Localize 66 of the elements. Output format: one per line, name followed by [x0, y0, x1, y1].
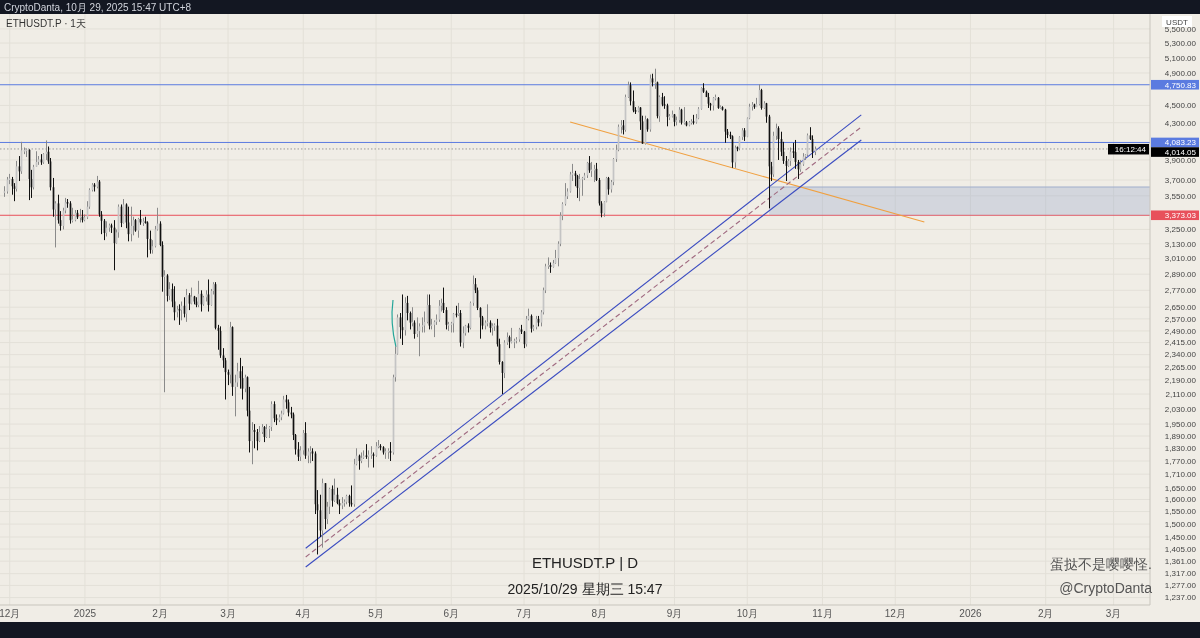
x-tick-label: 11月: [812, 608, 833, 619]
x-tick-label: 10月: [736, 608, 758, 619]
annotation: 2025/10/29 星期三 15:47: [507, 581, 663, 597]
x-tick-label: 2月: [152, 608, 168, 619]
annotation: @CryptoDanta: [1059, 580, 1153, 596]
y-tick-label: 5,300.00: [1164, 38, 1197, 48]
y-tick-label: 1,500.00: [1164, 519, 1197, 529]
y-tick-label: 5,500.00: [1164, 24, 1197, 34]
x-tick-label: 6月: [443, 608, 460, 619]
y-tick-label: 3,250.00: [1164, 225, 1197, 235]
x-tick-label: 9月: [666, 608, 683, 619]
y-tick-label: 1,650.00: [1164, 483, 1197, 493]
text: CryptoDanta, 10月 29, 2025 15:47 UTC+8: [4, 2, 192, 13]
y-tick-label: 2,030.00: [1164, 404, 1197, 414]
y-tick-label: 3,010.00: [1164, 254, 1197, 264]
y-tick-label: 4,900.00: [1164, 68, 1197, 78]
ref-line-label: 4,750.83: [1164, 80, 1197, 90]
y-tick-label: 1,277.00: [1164, 581, 1197, 591]
y-tick-label: 1,550.00: [1164, 507, 1197, 517]
y-tick-label: 2,570.00: [1164, 314, 1197, 324]
ref-line-label: 3,373.03: [1164, 211, 1197, 221]
y-tick-label: 3,900.00: [1164, 155, 1197, 165]
y-tick-label: 2,110.00: [1165, 389, 1197, 399]
y-tick-label: 1,950.00: [1164, 419, 1197, 429]
x-tick-label: 3月: [220, 608, 236, 619]
y-tick-label: 2,890.00: [1164, 269, 1197, 279]
annotation: 16:12:44: [1114, 144, 1147, 154]
y-tick-label: 5,100.00: [1164, 53, 1197, 63]
x-tick-label: 7月: [516, 608, 532, 619]
x-tick-label: 3月: [1105, 608, 1122, 619]
x-tick-label: 12月: [884, 608, 906, 619]
y-tick-label: 1,600.00: [1164, 495, 1197, 505]
y-tick-label: 2,190.00: [1164, 375, 1197, 385]
x-tick-label: 5月: [368, 608, 384, 619]
x-tick-label: 4月: [295, 608, 312, 619]
y-tick-label: 2,650.00: [1164, 303, 1197, 312]
y-tick-label: 4,500.00: [1164, 101, 1197, 111]
y-tick-label: 2,490.00: [1164, 326, 1197, 336]
y-tick-label: 2,265.00: [1164, 362, 1197, 372]
annotation: ETHUSDT.P · 1天: [6, 18, 86, 29]
y-tick-label: 3,130.00: [1164, 239, 1197, 249]
y-tick-label: 3,550.00: [1164, 191, 1197, 201]
y-tick-label: 1,890.00: [1164, 431, 1197, 441]
y-tick-label: 1,830.00: [1164, 444, 1197, 454]
y-tick-label: 1,361.00: [1164, 556, 1197, 566]
y-axis-title: USDT: [1166, 17, 1188, 27]
y-tick-label: 4,300.00: [1164, 118, 1197, 128]
y-tick-label: 3,700.00: [1164, 175, 1197, 185]
ref-line-label: 4,083.23: [1164, 138, 1197, 148]
y-tick-label: 1,770.00: [1164, 456, 1197, 466]
annotation: 蛋挞不是嘤嘤怪.: [1050, 556, 1152, 572]
y-tick-label: 1,405.00: [1164, 544, 1197, 554]
x-tick-label: 8月: [591, 608, 608, 619]
y-tick-label: 1,317.00: [1164, 569, 1197, 579]
y-tick-label: 1,237.00: [1164, 593, 1197, 603]
x-tick-label: 12月: [0, 608, 21, 619]
y-tick-label: 2,770.00: [1164, 286, 1197, 296]
annotation: ETHUSDT.P | D: [531, 554, 639, 571]
x-tick-label: 2025: [73, 608, 97, 619]
y-tick-label: 1,710.00: [1164, 469, 1197, 479]
y-tick-label: 2,415.00: [1164, 338, 1197, 348]
x-tick-label: 2026: [959, 608, 983, 619]
y-tick-label: 2,340.00: [1164, 350, 1197, 360]
ref-line-label: 4,014.05: [1164, 147, 1197, 157]
x-tick-label: 2月: [1037, 608, 1054, 619]
y-tick-label: 1,450.00: [1164, 532, 1197, 542]
